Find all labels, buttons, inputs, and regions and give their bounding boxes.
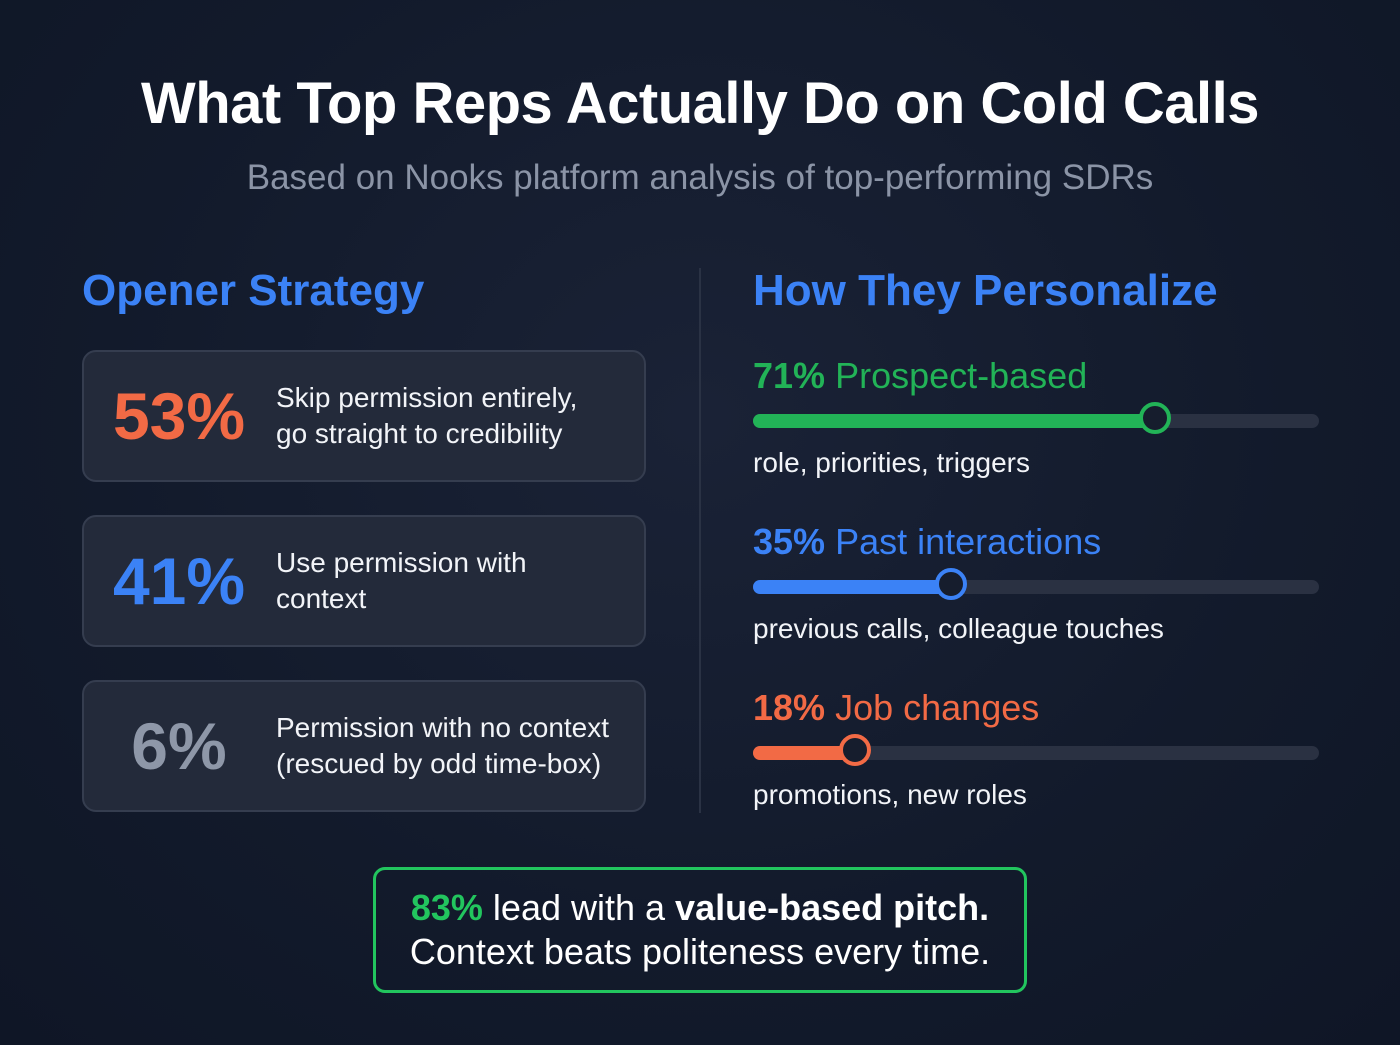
opener-card-line: Skip permission entirely,	[276, 382, 578, 413]
metric-percent: 35%	[753, 521, 826, 562]
opener-card-percent: 53%	[112, 379, 246, 453]
callout-line-2: Context beats politeness every time.	[409, 931, 991, 972]
opener-card-percent: 6%	[131, 709, 227, 783]
column-divider	[699, 268, 701, 813]
callout-emphasis: value-based pitch.	[675, 887, 990, 928]
metric-progress-knob	[935, 568, 968, 600]
page-subtitle: Based on Nooks platform analysis of top-…	[246, 158, 1154, 197]
opener-card: 6% Permission with no context (rescued b…	[82, 680, 646, 812]
opener-card: 53% Skip permission entirely, go straigh…	[82, 350, 646, 482]
metric-progress-track	[753, 568, 1319, 600]
metric-name: Past interactions	[835, 521, 1102, 562]
metric-label: 71% Prospect-based	[753, 355, 1087, 397]
opener-card-line: go straight to credibility	[276, 418, 563, 449]
opener-card-line: Use permission with	[276, 547, 527, 578]
metric-progress-fill	[753, 580, 952, 594]
opener-card: 41% Use permission with context	[82, 515, 646, 647]
opener-card-percent: 41%	[112, 544, 246, 618]
opener-card-description: Skip permission entirely, go straight to…	[276, 352, 646, 480]
metric-percent: 71%	[753, 355, 826, 396]
opener-card-description: Permission with no context (rescued by o…	[276, 682, 646, 810]
metric-label: 18% Job changes	[753, 687, 1039, 729]
callout-percent: 83%	[410, 887, 483, 928]
metric-name: Prospect-based	[835, 355, 1088, 396]
opener-card-line: (rescued by odd time-box)	[276, 748, 602, 779]
metric-detail: previous calls, colleague touches	[753, 613, 1164, 644]
personalize-heading: How They Personalize	[753, 266, 1218, 315]
metric-progress-knob	[1138, 402, 1171, 434]
metric-name: Job changes	[835, 687, 1040, 728]
opener-card-line: Permission with no context	[276, 712, 610, 743]
metric-percent: 18%	[753, 687, 826, 728]
callout-text: lead with a	[482, 887, 676, 928]
opener-card-line: context	[276, 583, 367, 614]
metric-progress-knob	[838, 734, 871, 766]
metric-progress-fill	[753, 746, 855, 760]
opener-strategy-heading: Opener Strategy	[82, 266, 425, 315]
metric-detail: promotions, new roles	[753, 779, 1027, 810]
metric-progress-track	[753, 734, 1319, 766]
summary-callout: 83% lead with a value-based pitch. Conte…	[373, 867, 1027, 993]
metric-detail: role, priorities, triggers	[753, 447, 1030, 478]
callout-line-1: 83% lead with a value-based pitch.	[411, 886, 989, 930]
metric-label: 35% Past interactions	[753, 521, 1101, 563]
page-title: What Top Reps Actually Do on Cold Calls	[141, 71, 1260, 136]
opener-card-description: Use permission with context	[276, 517, 646, 645]
metric-progress-track	[753, 402, 1319, 434]
metric-progress-fill	[753, 414, 1155, 428]
